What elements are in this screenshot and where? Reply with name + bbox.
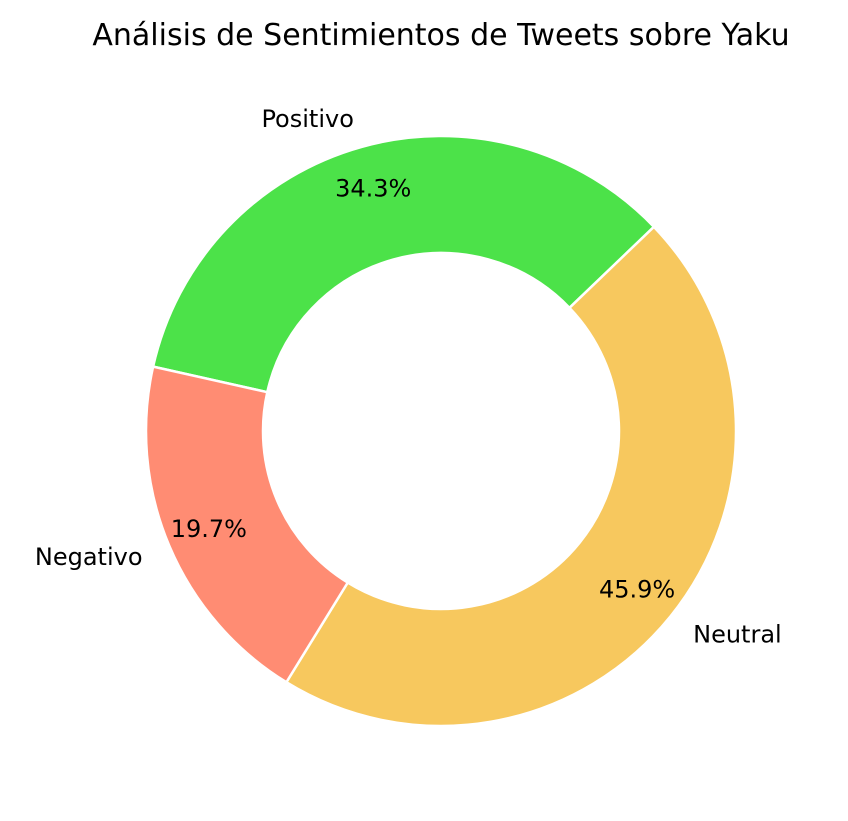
category-label-negativo: Negativo [35,543,143,571]
donut-slices [144,134,738,728]
category-label-positivo: Positivo [261,105,353,133]
percent-label-positivo: 34.3% [335,174,411,202]
category-label-neutral: Neutral [693,620,782,648]
slice-labels: 34.3% Positivo 45.9% Neutral 19.7% Negativo [35,105,782,649]
slice-positivo [151,134,656,394]
percent-label-neutral: 45.9% [599,575,675,603]
slice-negativo [144,365,349,684]
slice-neutral [285,225,738,728]
chart-title: Análisis de Sentimientos de Tweets sobre… [92,18,789,53]
percent-label-negativo: 19.7% [171,515,247,543]
